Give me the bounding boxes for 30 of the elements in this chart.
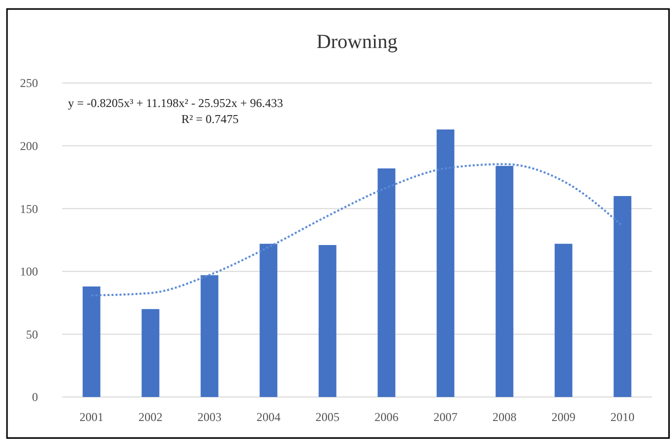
y-tick-label: 250 [20, 76, 38, 90]
x-tick-label: 2009 [552, 410, 576, 424]
bar [142, 309, 160, 397]
chart-title: Drowning [316, 31, 398, 53]
y-tick-label: 150 [20, 202, 38, 216]
bar [436, 129, 454, 397]
x-tick-label: 2004 [256, 410, 280, 424]
bar [82, 286, 100, 397]
bar [496, 166, 514, 397]
bar [554, 244, 572, 397]
x-tick-label: 2008 [492, 410, 516, 424]
x-tick-label: 2005 [316, 410, 340, 424]
bar [614, 196, 632, 397]
bar [260, 244, 278, 397]
y-tick-label: 100 [20, 264, 38, 279]
bar [318, 245, 336, 397]
y-tick-label: 200 [20, 139, 38, 153]
x-tick-label: 2001 [80, 410, 104, 424]
x-tick-label: 2003 [198, 410, 222, 424]
x-tick-label: 2006 [374, 410, 398, 424]
annotation: y = -0.8205x³ + 11.198x² - 25.952x + 96.433 [68, 96, 284, 110]
x-tick-label: 2002 [138, 410, 162, 424]
line-series [90, 163, 624, 296]
y-tick-label: 0 [32, 390, 38, 404]
bar [378, 168, 396, 397]
x-tick-label: 2010 [610, 410, 634, 424]
x-tick-label: 2007 [434, 410, 458, 424]
y-tick-label: 50 [26, 327, 38, 342]
annotation: R² = 0.7475 [181, 112, 239, 126]
bar [200, 275, 218, 397]
